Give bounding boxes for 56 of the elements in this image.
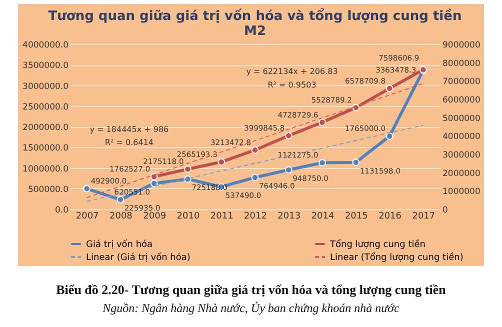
- y2-tick-label: 4000000: [442, 132, 480, 142]
- point: [284, 166, 292, 174]
- y-tick-label: 3500000.0: [22, 61, 68, 72]
- point: [284, 132, 292, 140]
- annotation: R² = 0.9503: [268, 80, 316, 90]
- legend-label: Tổng lượng cung tiền: [329, 239, 426, 250]
- y2-tick-label: 9000000: [442, 40, 480, 50]
- y2-tick-label: 2000000: [442, 168, 480, 179]
- point: [386, 84, 394, 92]
- y2-tick-label: 7000000: [442, 77, 480, 88]
- point: [83, 185, 90, 192]
- x-tick-label: 2013: [278, 212, 301, 222]
- x-tick-label: 2009: [143, 212, 166, 222]
- annotation: y = 622134x + 206.83: [246, 67, 338, 76]
- y-tick-label: 500000.0: [28, 184, 68, 195]
- point: [116, 196, 124, 204]
- x-tick-label: 2012: [244, 212, 267, 222]
- y-tick-label: 1500000.0: [22, 144, 68, 154]
- point: [352, 104, 360, 112]
- text: Biểu đồ 2.20- Tương quan giữa giá trị vốn hóa và tổng lượng cung tiền: [55, 282, 447, 298]
- point: [184, 165, 192, 173]
- text: Nguồn: Ngân hàng Nhà nước, Ủy ban chứng khoán nhà nước: [102, 301, 400, 316]
- y2-tick-label: 8000000: [442, 58, 480, 69]
- annotation: R² = 0.6414: [104, 138, 154, 147]
- x-tick-label: 2015: [344, 212, 368, 222]
- y-tick-label: 4000000.0: [22, 40, 68, 50]
- y-tick-label: 3000000.0: [22, 82, 68, 92]
- x-tick-label: 2011: [210, 212, 234, 222]
- x-tick-label: 2010: [176, 212, 200, 222]
- legend-label: Linear (Tổng lượng cung tiền): [330, 252, 464, 263]
- x-tick-label: 2007: [76, 212, 99, 222]
- point: [251, 174, 259, 182]
- point: [386, 132, 394, 140]
- y-tick-label: 1000000.0: [22, 164, 68, 174]
- x-tick-label: 2016: [378, 212, 402, 222]
- y2-tick-label: 5000000: [442, 114, 480, 124]
- point: [318, 159, 326, 166]
- point: [352, 158, 360, 166]
- x-tick-label: 2014: [311, 212, 334, 222]
- y-tick-label: 2000000.0: [22, 123, 68, 133]
- y-tick-label: 2500000.0: [22, 102, 68, 112]
- point: [218, 158, 226, 166]
- legend-label: Linear (Giá trị vốn hóa): [86, 252, 190, 263]
- point: [318, 118, 326, 126]
- x-tick-label: 2017: [412, 212, 436, 222]
- y2-tick-label: 3000000: [442, 150, 480, 160]
- annotation: y = 184445x + 986: [90, 124, 169, 134]
- legend-label: Giá trị vốn hóa: [86, 239, 153, 250]
- y-tick-label: 0.0: [54, 206, 68, 216]
- point: [150, 180, 158, 188]
- y2-tick-label: 0: [442, 206, 448, 216]
- x-tick-label: 2008: [110, 212, 133, 222]
- y2-tick-label: 1000000: [442, 187, 480, 198]
- point: [251, 146, 259, 154]
- y2-tick-label: 6000000: [442, 96, 480, 106]
- chart-title: Tương quan giữa giá trị vốn hóa và tổng lượng cung tiền M2: [48, 8, 462, 39]
